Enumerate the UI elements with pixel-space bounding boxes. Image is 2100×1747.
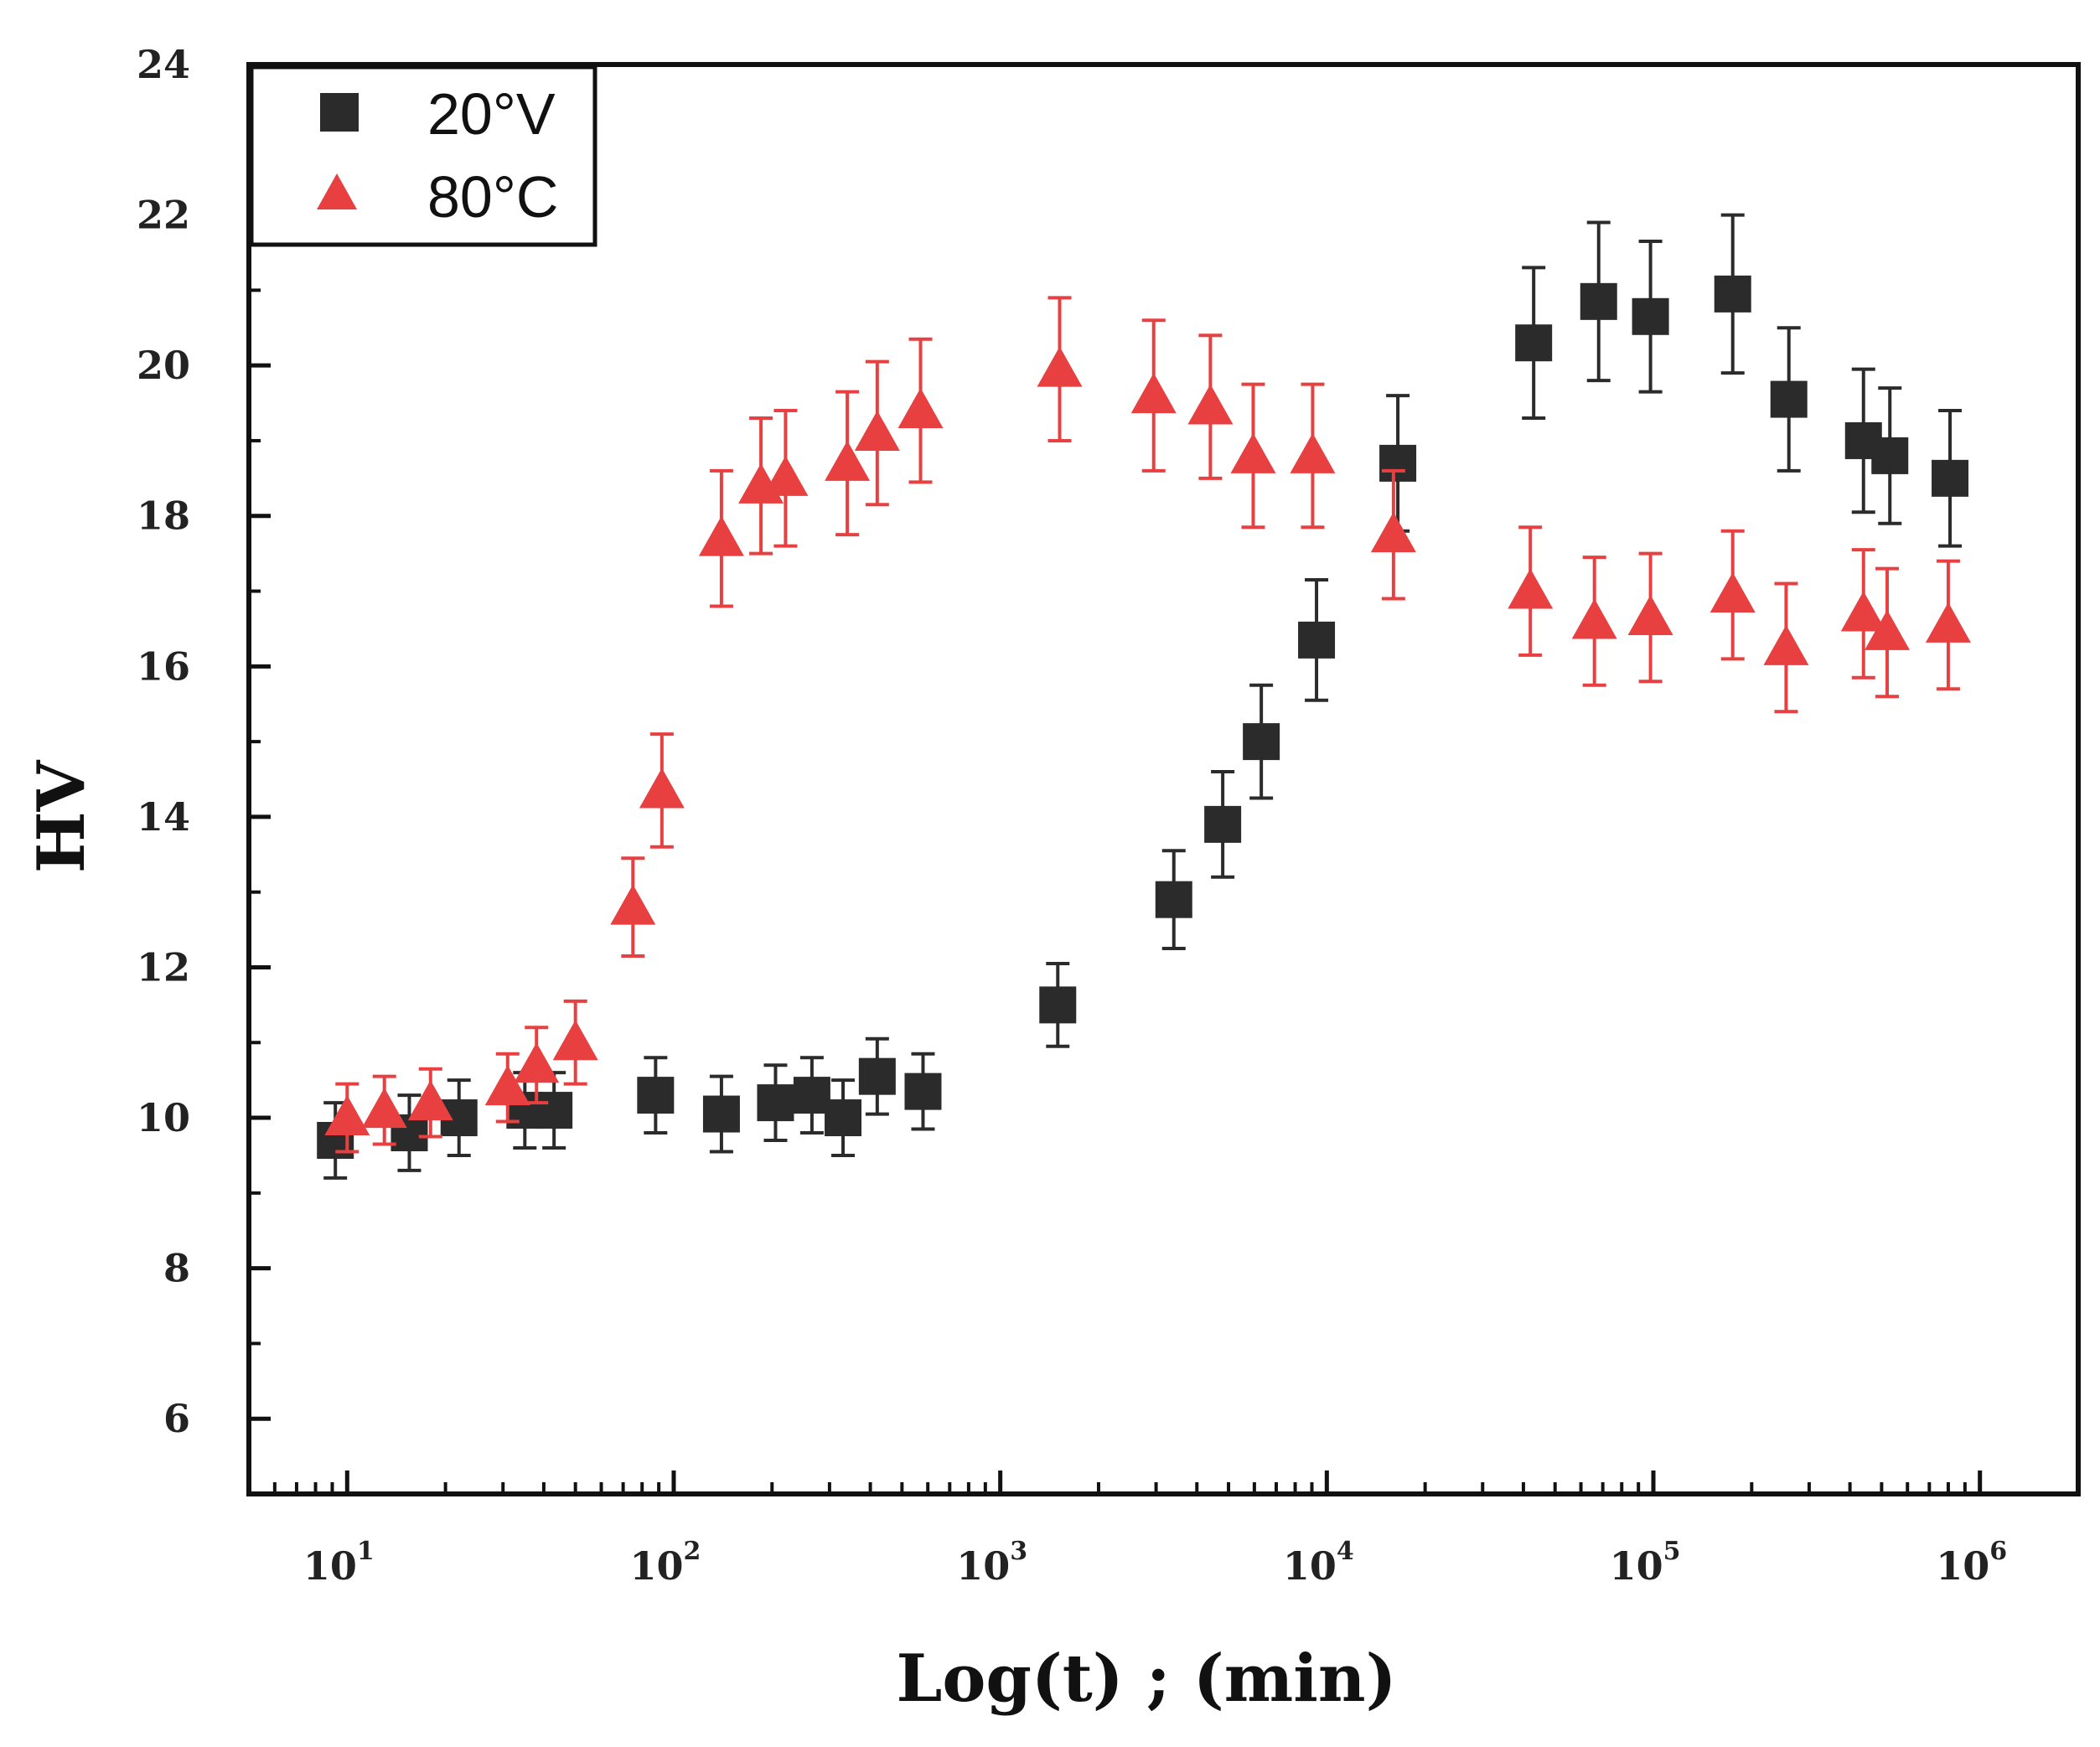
data-point-square [1298, 621, 1336, 659]
legend-label-80c: 80°C [427, 164, 558, 230]
x-tick-label: 101 [303, 1537, 375, 1589]
y-tick-label: 18 [137, 494, 190, 539]
x-tick-exponent: 3 [1010, 1537, 1027, 1566]
marks-layer [317, 213, 1971, 1180]
data-point-square [702, 1095, 740, 1133]
x-tick-label: 104 [1283, 1537, 1354, 1589]
data-point-triangle [763, 455, 809, 496]
data-point-triangle [1709, 572, 1756, 613]
data-point-triangle [1763, 624, 1809, 665]
data-point-triangle [1037, 346, 1083, 387]
y-tick-label: 14 [137, 794, 190, 840]
y-tick-label: 20 [137, 343, 190, 388]
data-point-triangle [854, 410, 900, 451]
data-point-triangle [1840, 591, 1886, 632]
data-point-square [1379, 444, 1417, 482]
data-point-square [1714, 275, 1751, 313]
data-point-triangle [407, 1080, 453, 1121]
data-point-triangle [1187, 384, 1234, 425]
data-point-triangle [1290, 432, 1336, 473]
data-point-triangle [1508, 568, 1554, 609]
x-tick-label: 105 [1610, 1537, 1681, 1589]
data-point-square [1871, 437, 1909, 474]
data-point-square [1632, 297, 1669, 335]
y-tick-label: 10 [137, 1095, 190, 1140]
data-point-triangle [552, 1020, 598, 1061]
data-point-square [825, 1099, 862, 1137]
x-tick-label: 102 [630, 1537, 701, 1589]
x-tick-label: 106 [1936, 1537, 2007, 1589]
data-point-triangle [1925, 602, 1971, 643]
data-point-triangle [514, 1042, 560, 1083]
data-point-triangle [324, 1095, 370, 1136]
legend-box [249, 65, 597, 247]
data-point-square [1243, 723, 1280, 761]
data-point-triangle [1865, 609, 1911, 650]
data-point-square [1039, 986, 1077, 1024]
data-point-triangle [610, 884, 656, 925]
legend-label-20v: 20°V [427, 81, 556, 147]
data-point-triangle [1130, 373, 1177, 414]
series-80c [324, 296, 1971, 1154]
data-point-triangle [484, 1065, 530, 1106]
data-point-square [1204, 805, 1242, 843]
legend: 20°V 80°C [249, 65, 597, 247]
data-point-square [1155, 881, 1192, 918]
data-point-triangle [361, 1088, 407, 1129]
y-axis-title: HV [23, 759, 100, 873]
y-tick-label: 12 [137, 944, 190, 990]
data-point-square [793, 1077, 830, 1114]
data-point-triangle [897, 388, 944, 429]
data-point-triangle [1370, 512, 1416, 553]
x-tick-exponent: 2 [684, 1537, 701, 1566]
data-point-triangle [825, 440, 871, 481]
plot-area-frame [246, 62, 2081, 1496]
data-point-square [637, 1077, 675, 1114]
data-point-triangle [1627, 594, 1673, 635]
x-tick-exponent: 5 [1663, 1537, 1681, 1566]
y-tick-label: 22 [137, 193, 190, 238]
y-tick-label: 6 [163, 1396, 190, 1441]
data-point-triangle [1571, 598, 1617, 639]
data-point-square [858, 1057, 896, 1095]
data-point-square [1580, 282, 1617, 320]
y-tick-label: 8 [163, 1246, 190, 1291]
data-point-square [1932, 459, 1969, 497]
data-point-square [757, 1084, 794, 1122]
data-point-square [1515, 324, 1553, 362]
x-tick-exponent: 6 [1989, 1537, 2007, 1566]
data-point-triangle [1230, 432, 1276, 473]
x-tick-exponent: 4 [1337, 1537, 1354, 1566]
y-tick-label: 24 [137, 42, 190, 87]
data-point-square [535, 1092, 573, 1129]
legend-marker-triangle [317, 173, 357, 209]
data-point-square [1770, 380, 1808, 418]
legend-marker-square [320, 93, 359, 132]
x-axis-title: Log(t) ; (min) [896, 1641, 1396, 1717]
data-point-square [904, 1072, 942, 1110]
series-20v [317, 213, 1969, 1180]
y-tick-label: 16 [137, 643, 190, 689]
data-point-triangle [698, 515, 744, 556]
x-tick-exponent: 1 [357, 1537, 375, 1566]
data-point-triangle [639, 768, 685, 809]
x-tick-label: 103 [956, 1537, 1027, 1589]
